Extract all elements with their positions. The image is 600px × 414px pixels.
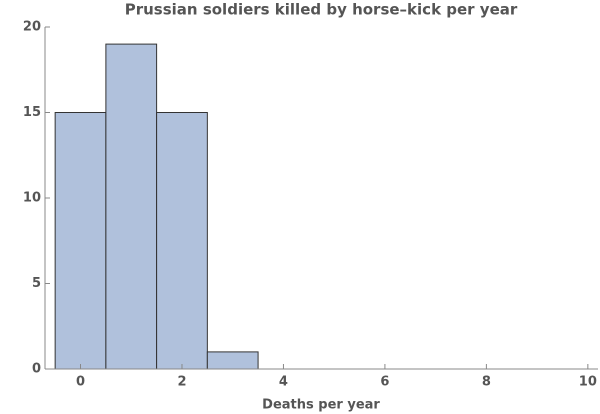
x-tick-label: 10 <box>579 375 597 390</box>
x-tick-label: 4 <box>279 375 288 390</box>
x-tick-label: 2 <box>177 375 186 390</box>
bar <box>206 351 259 370</box>
x-tick-label: 8 <box>482 375 491 390</box>
y-tick-label: 5 <box>32 276 41 291</box>
y-tick-label: 15 <box>23 105 41 120</box>
chart-title: Prussian soldiers killed by horse–kick p… <box>125 1 518 19</box>
bar <box>54 112 107 370</box>
y-tick-label: 20 <box>23 20 41 35</box>
x-tick-label: 0 <box>76 375 85 390</box>
bar <box>156 112 208 370</box>
x-axis-label: Deaths per year <box>262 398 380 413</box>
y-tick-label: 10 <box>23 191 41 206</box>
x-tick-label: 6 <box>380 375 389 390</box>
y-tick-label: 0 <box>32 362 41 377</box>
bar <box>105 43 158 370</box>
